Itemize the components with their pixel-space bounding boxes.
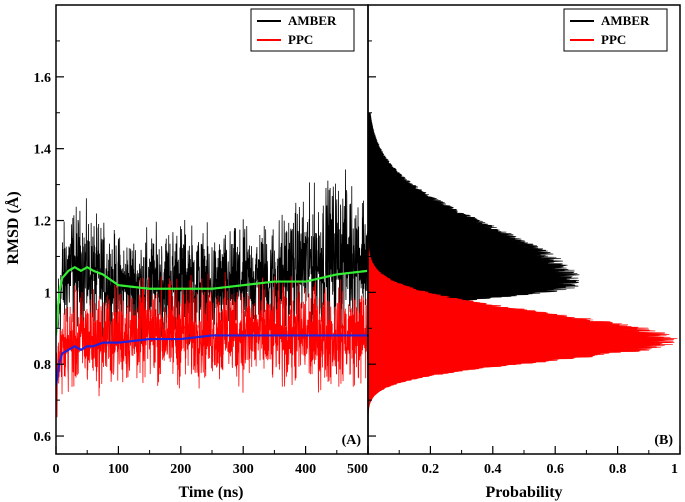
legend-box — [563, 8, 668, 52]
legend-label-ppc: PPC — [601, 32, 626, 47]
panel-b-label: (B) — [654, 433, 673, 448]
x-tick-label: 0.4 — [484, 462, 502, 477]
y-tick-label: 0.8 — [34, 358, 52, 373]
x-tick-label: 0 — [53, 462, 60, 477]
x-tick-label: 500 — [347, 462, 368, 477]
y-tick-label: 1.6 — [34, 71, 52, 86]
panel-a-plot-area — [56, 169, 368, 418]
axis-ticks: 0.6 0.8 1 1.2 1.4 1.6 0 100 200 300 400 500 0.2 0.4 0.… — [34, 40, 681, 477]
legend-label-ppc: PPC — [288, 32, 313, 47]
running-average-line — [56, 334, 368, 386]
x-tick-label: 1 — [671, 462, 678, 477]
panel-a-frame — [55, 4, 369, 455]
y-tick-label: 1.2 — [34, 215, 52, 230]
legend-box — [250, 8, 355, 52]
y-tick-label: 1.4 — [34, 143, 52, 158]
distribution-amber — [368, 112, 580, 318]
series-line-ppc — [56, 272, 368, 418]
panel-b-legend: AMBER PPC — [563, 8, 668, 52]
panel-b-plot-area — [368, 112, 678, 422]
panel-a-label: (A) — [342, 433, 362, 448]
y-tick-label: 0.6 — [34, 430, 52, 445]
distribution-ppc — [368, 234, 678, 422]
legend-label-amber: AMBER — [601, 13, 650, 28]
y-tick-label: 1 — [44, 286, 51, 301]
x-tick-label: 100 — [108, 462, 129, 477]
panel-b-x-axis-title: Probability — [485, 484, 562, 501]
x-tick-label: 0.6 — [546, 462, 564, 477]
panel-a-x-axis-title: Time (ns) — [178, 484, 243, 501]
x-tick-label: 200 — [170, 462, 191, 477]
panel-a-legend: AMBER PPC — [250, 8, 355, 52]
x-tick-label: 300 — [233, 462, 254, 477]
running-average-line — [56, 265, 368, 336]
legend-label-amber: AMBER — [288, 13, 337, 28]
y-axis-title: RMSD (Å) — [4, 191, 22, 264]
x-tick-label: 0.8 — [609, 462, 627, 477]
x-tick-label: 0.2 — [422, 462, 440, 477]
x-tick-label: 400 — [295, 462, 316, 477]
